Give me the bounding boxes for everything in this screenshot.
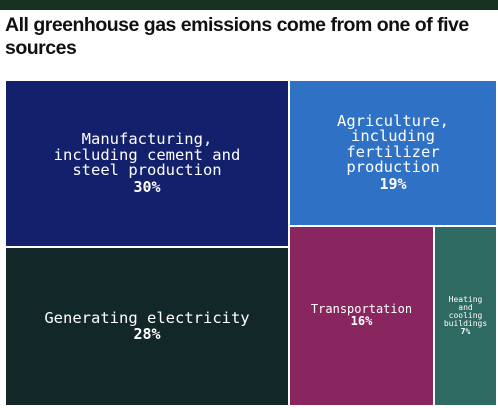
- tile-label: Heating and cooling buildings: [443, 294, 488, 328]
- tile-value: 30%: [133, 177, 161, 196]
- tile-label: Generating electricity: [44, 308, 250, 327]
- tile-manufacturing: Manufacturing, including cement and stee…: [5, 80, 289, 247]
- tile-value: 16%: [350, 314, 373, 329]
- tile-transportation: Transportation 16%: [289, 226, 434, 406]
- tile-value: 28%: [133, 325, 161, 343]
- tile-value: 19%: [379, 174, 407, 193]
- top-accent-bar: [0, 0, 498, 10]
- tile-electricity: Generating electricity 28%: [5, 247, 289, 406]
- tile-agriculture: Agriculture, including fertilizer produc…: [289, 80, 497, 226]
- tile-label: Agriculture, including fertilizer produc…: [337, 111, 449, 177]
- chart-title: All greenhouse gas emissions come from o…: [5, 14, 469, 59]
- tile-value: 7%: [460, 326, 471, 336]
- tile-label: Transportation: [310, 302, 413, 317]
- tile-buildings: Heating and cooling buildings 7%: [434, 226, 497, 406]
- tile-label: Manufacturing, including cement and stee…: [53, 130, 241, 179]
